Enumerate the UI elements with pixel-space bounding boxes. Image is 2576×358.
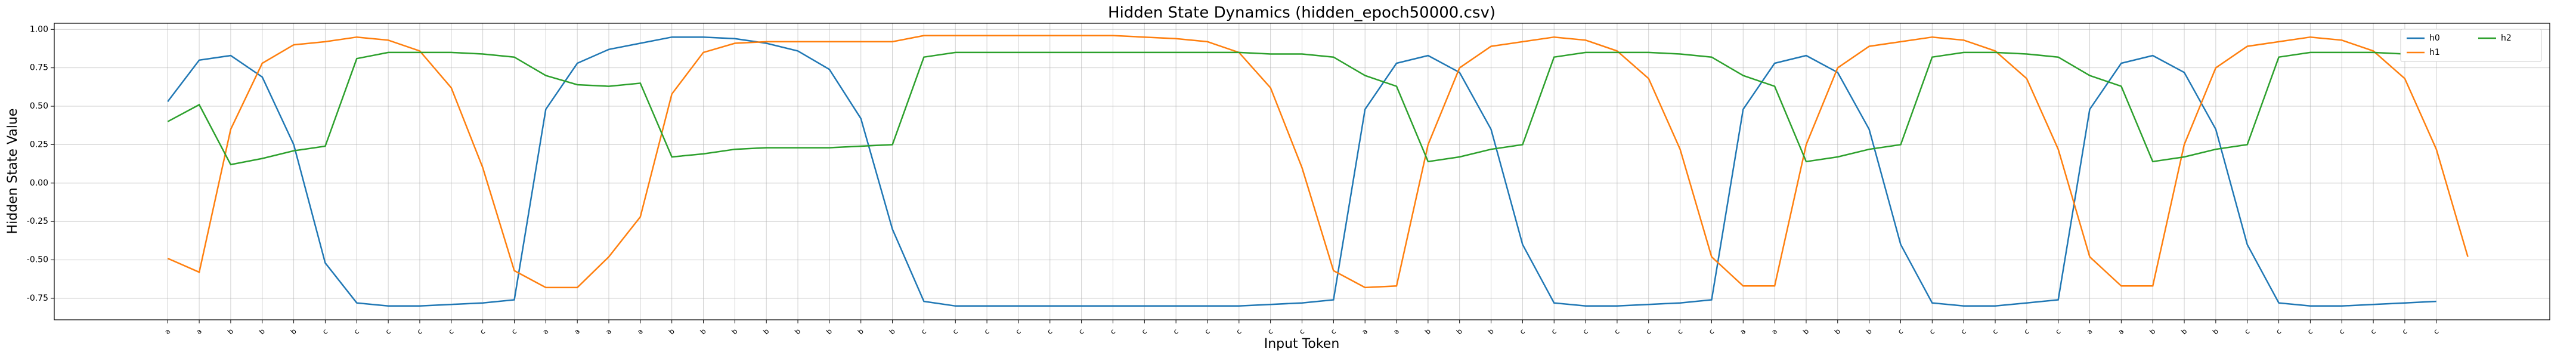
x-tick-label: c [1959,327,1968,336]
legend-label: h1 [2429,48,2440,57]
x-tick-label: a [194,327,203,336]
x-tick-label: c [321,327,330,336]
x-tick-label: c [510,327,519,336]
x-tick-label: c [1045,327,1054,336]
x-tick-label: a [541,327,550,336]
x-tick-label: c [982,327,991,336]
x-tick-label: c [2337,327,2346,336]
x-tick-label: c [478,327,487,336]
x-tick-label: c [1896,327,1905,336]
x-tick-label: c [2368,327,2377,336]
x-tick-label: c [1266,327,1275,336]
x-tick-label: c [1990,327,1999,336]
x-tick-label: c [951,327,960,336]
x-tick-label: b [793,327,802,336]
y-tick-label: -0.25 [27,217,48,226]
x-tick-label: b [825,327,834,336]
x-tick-label: a [604,327,613,336]
x-tick-label: c [1550,327,1559,336]
x-tick-label: c [352,327,361,336]
plot-frame [54,23,2550,320]
y-axis-label: Hidden State Value [5,109,20,234]
x-tick-label: c [1581,327,1590,336]
x-tick-label: a [572,327,581,336]
x-tick-label: c [1234,327,1243,336]
legend-box [2400,29,2542,62]
x-tick-label: c [1140,327,1149,336]
x-tick-label: a [1738,327,1747,336]
x-axis-label: Input Token [1264,337,1340,351]
x-tick-label: b [289,327,298,336]
x-tick-label: c [919,327,928,336]
y-tick-label: 0.00 [30,178,48,188]
x-tick-label: b [1423,327,1432,336]
x-tick-label: b [699,327,708,336]
x-tick-label: b [1455,327,1464,336]
x-tick-label: c [1612,327,1621,336]
series-line [167,51,2436,166]
x-tick-label: b [1487,327,1496,336]
y-tick-label: 0.75 [30,63,48,73]
x-tick-label: c [415,327,424,336]
x-tick-label: a [2085,327,2094,336]
x-tick-label: b [2211,327,2220,336]
x-tick-label: c [447,327,456,336]
x-tick-label: b [1833,327,1842,336]
x-tick-label: c [2054,327,2063,336]
x-tick-label: c [2306,327,2315,336]
x-tick-label: c [383,327,392,336]
x-tick-label: c [1518,327,1527,336]
y-tick-label: 0.50 [30,101,48,111]
x-tick-label: b [856,327,865,336]
x-tick-label: b [258,327,267,336]
x-tick-label: c [1203,327,1212,336]
y-tick-label: -0.50 [27,255,48,265]
x-tick-label: a [1360,327,1369,336]
x-tick-label: c [1329,327,1338,336]
chart-title: Hidden State Dynamics (hidden_epoch50000… [1108,4,1496,22]
x-tick-label: c [2400,327,2409,336]
series-line [167,36,2436,307]
x-tick-label: c [2432,327,2441,336]
y-tick-label: 0.25 [30,140,48,149]
x-tick-label: b [226,327,235,336]
x-tick-label: b [888,327,897,336]
x-tick-label: a [163,327,172,336]
x-tick-label: c [1171,327,1180,336]
y-tick-label: -0.75 [27,294,48,303]
x-tick-label: b [1865,327,1874,336]
x-tick-label: c [2274,327,2283,336]
x-tick-label: a [1392,327,1401,336]
x-tick-label: b [761,327,770,336]
legend-label: h2 [2501,33,2512,43]
x-tick-label: c [1077,327,1086,336]
x-tick-label: a [636,327,645,336]
x-tick-label: c [2243,327,2252,336]
x-tick-label: c [1014,327,1023,336]
x-tick-label: c [1298,327,1306,336]
x-tick-label: a [2116,327,2125,336]
x-tick-label: b [730,327,739,336]
x-tick-label: b [1801,327,1810,336]
x-tick-label: b [2179,327,2188,336]
x-tick-label: c [1644,327,1653,336]
x-tick-label: c [2022,327,2031,336]
x-tick-label: c [1676,327,1685,336]
x-tick-label: b [2148,327,2157,336]
x-tick-label: b [667,327,676,336]
x-tick-label: c [1707,327,1716,336]
x-tick-label: c [1928,327,1937,336]
x-tick-label: c [1109,327,1117,336]
x-tick-label: a [1770,327,1779,336]
legend-label: h0 [2429,33,2440,43]
y-tick-label: 1.00 [30,24,48,34]
series-line [167,35,2469,289]
